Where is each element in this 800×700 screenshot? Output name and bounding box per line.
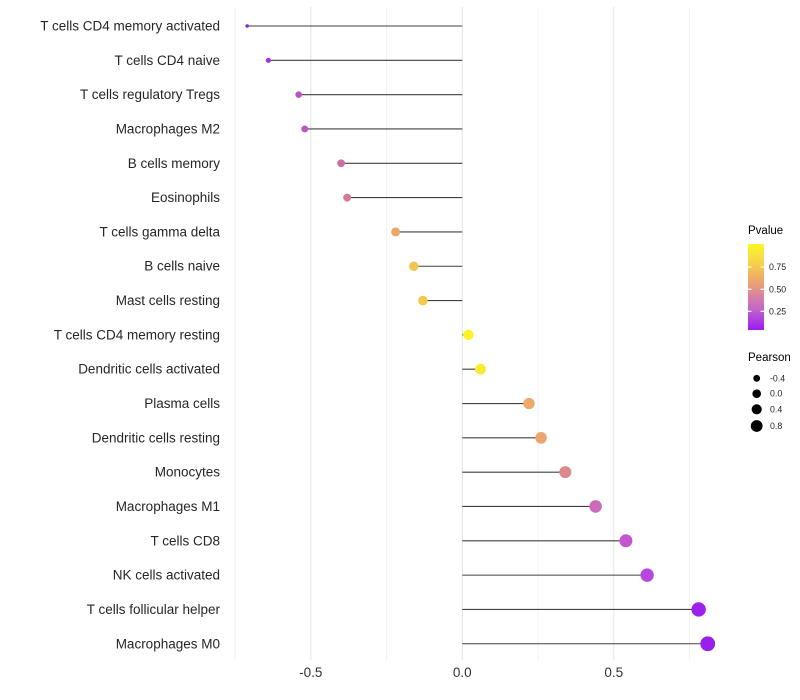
lollipop-dot <box>559 466 572 479</box>
lollipop-dot <box>523 397 535 410</box>
pvalue-tick-label: 0.50 <box>769 284 786 294</box>
category-label: T cells CD4 memory resting <box>54 327 220 342</box>
lollipop-dot <box>640 568 654 582</box>
lollipop-dot <box>343 193 352 202</box>
category-label: T cells CD8 <box>150 533 220 548</box>
category-label: T cells CD4 naive <box>114 53 220 68</box>
category-label: Mast cells resting <box>116 293 220 308</box>
lollipop-dot <box>391 227 401 237</box>
lollipop-dot <box>409 261 419 271</box>
lollipop-dot <box>295 91 302 98</box>
pearson-size-dot <box>751 404 762 415</box>
category-label: NK cells activated <box>113 568 220 583</box>
category-label: Dendritic cells activated <box>78 362 220 377</box>
category-label: Macrophages M0 <box>116 636 220 651</box>
pvalue-colorbar <box>748 244 764 330</box>
x-axis-tick-label: -0.5 <box>299 665 322 680</box>
lollipop-dot <box>463 329 474 341</box>
pearson-size-dot <box>752 389 761 399</box>
pearson-size-dot <box>753 374 761 382</box>
category-label: T cells follicular helper <box>87 602 221 617</box>
lollipop-dot <box>337 159 345 168</box>
pvalue-legend-title: Pvalue <box>748 225 784 237</box>
lollipop-dot <box>475 363 486 375</box>
lollipop-dot <box>589 500 602 513</box>
pvalue-tick-label: 0.75 <box>769 262 786 272</box>
lollipop-dot <box>691 602 706 617</box>
category-label: Monocytes <box>155 465 221 480</box>
category-label: B cells naive <box>144 259 220 274</box>
lollipop-dot <box>535 432 547 444</box>
lollipop-dot <box>301 125 309 133</box>
pearson-size-label: 0.8 <box>770 421 782 431</box>
pearson-size-label: -0.4 <box>770 373 785 383</box>
pearson-legend-title: Pearson <box>748 352 791 364</box>
x-axis-tick-label: 0.0 <box>453 665 472 680</box>
x-axis-tick-label: 0.5 <box>604 665 623 680</box>
category-label: Eosinophils <box>151 190 220 205</box>
category-label: Plasma cells <box>144 396 220 411</box>
pearson-size-dot <box>750 420 763 432</box>
category-label: T cells gamma delta <box>99 224 220 239</box>
lollipop-dot <box>700 636 716 652</box>
category-label: Dendritic cells resting <box>92 430 220 445</box>
category-label: T cells regulatory Tregs <box>80 87 220 102</box>
category-label: T cells CD4 memory activated <box>40 19 220 34</box>
lollipop-dot <box>245 24 249 28</box>
lollipop-dot <box>265 57 271 63</box>
lollipop-dot <box>418 295 428 306</box>
category-label: Macrophages M1 <box>116 499 220 514</box>
pearson-size-label: 0.0 <box>770 389 782 399</box>
category-label: B cells memory <box>128 156 221 171</box>
pvalue-tick-label: 0.25 <box>769 306 786 316</box>
category-label: Macrophages M2 <box>116 121 220 136</box>
pearson-size-label: 0.4 <box>770 404 782 414</box>
lollipop-dot <box>619 534 633 548</box>
